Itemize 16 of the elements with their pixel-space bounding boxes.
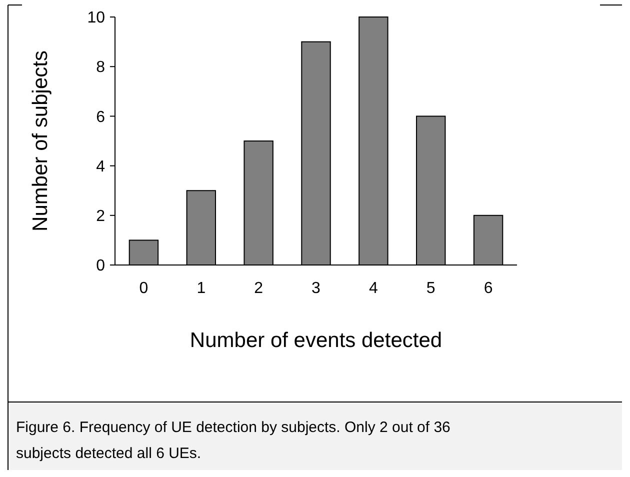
y-tick-label: 2 [96,208,106,225]
x-tick-label: 1 [196,280,206,297]
y-tick-label: 8 [96,59,106,76]
y-tick-label: 4 [96,158,106,176]
x-tick-label: 6 [484,280,493,297]
x-tick-label: 3 [312,280,321,297]
y-axis-title: Number of subjects [29,50,52,232]
caption: Figure 6. Frequency of UE detection by subjects. Only 2 out of 36 subjects detected all 6 UEs. [16,419,450,462]
x-tick-label: 0 [139,280,148,297]
x-axis-title: Number of events detected [190,329,442,352]
x-tick-label: 2 [254,280,264,297]
y-tick-label: 6 [96,108,106,126]
x-tick-label: 4 [368,280,378,297]
y-tick-label: 10 [87,10,106,27]
x-tick-label: 5 [426,280,436,297]
y-tick-label: 0 [96,258,106,275]
